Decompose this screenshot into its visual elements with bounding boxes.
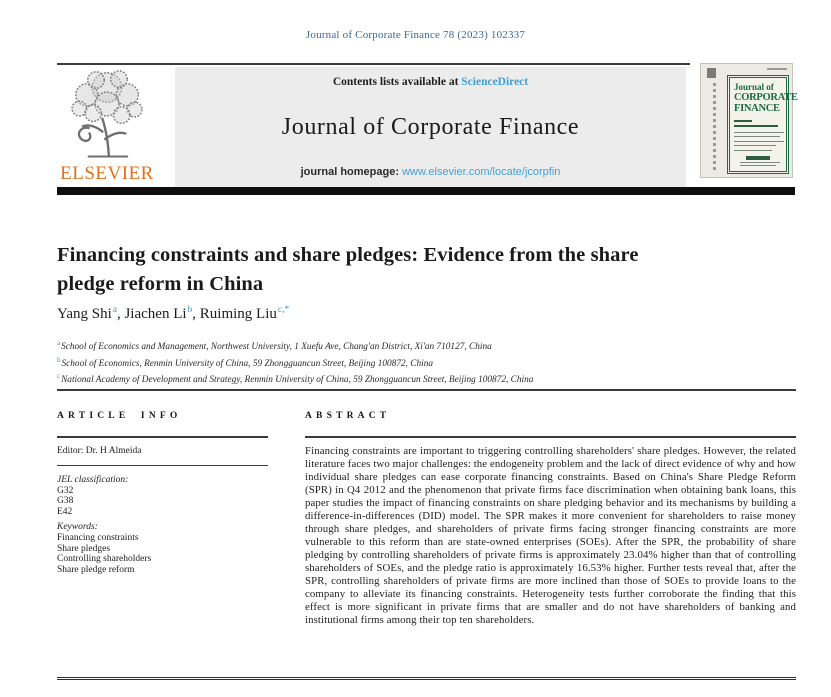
sciencedirect-link[interactable]: ScienceDirect bbox=[461, 76, 529, 88]
homepage-url-link[interactable]: www.elsevier.com/locate/jcorpfin bbox=[402, 166, 561, 178]
article-title-line2: pledge reform in China bbox=[57, 272, 264, 295]
author-separator: , bbox=[192, 306, 200, 322]
keyword: Financing constraints bbox=[57, 532, 139, 543]
cover-decor-line bbox=[734, 120, 752, 122]
cover-footer-logo bbox=[740, 154, 780, 166]
cover-decor-line bbox=[734, 150, 772, 151]
cover-issue-text bbox=[767, 68, 787, 70]
homepage-label: journal homepage: bbox=[300, 166, 399, 178]
article-title: Financing constraints and share pledges:… bbox=[57, 241, 767, 298]
cover-vertical-spine-text bbox=[713, 82, 716, 170]
abstract-rule bbox=[305, 436, 796, 438]
cover-decor-line bbox=[734, 125, 778, 127]
cover-decor-line bbox=[740, 165, 776, 166]
journal-title: Journal of Corporate Finance bbox=[281, 113, 580, 140]
journal-banner: Contents lists available at ScienceDirec… bbox=[175, 67, 686, 190]
cover-title-box-inner: Journal of CORPORATE FINANCE bbox=[729, 77, 798, 172]
affiliation-text: School of Economics, Renmin University o… bbox=[61, 358, 434, 369]
author-affil-sup: b bbox=[187, 305, 193, 315]
elsevier-logo: ELSEVIER bbox=[57, 67, 157, 189]
journal-cover-thumbnail: Journal of CORPORATE FINANCE bbox=[700, 63, 798, 178]
author: Jiachen Lib, bbox=[124, 305, 200, 322]
author-name: Ruiming Liu bbox=[199, 306, 277, 322]
author: Ruiming Liuc,* bbox=[199, 305, 290, 322]
editor-rule bbox=[57, 464, 268, 466]
article-info-column: ARTICLE INFO Editor: Dr. H Almeida JEL c… bbox=[57, 410, 268, 576]
article-title-line1: Financing constraints and share pledges:… bbox=[57, 244, 639, 266]
author-separator: , bbox=[116, 306, 125, 322]
author-affil-sup: a bbox=[112, 305, 117, 315]
cover-footer-box bbox=[746, 156, 770, 160]
cover-decor-line bbox=[734, 145, 776, 146]
jel-code: G38 bbox=[57, 496, 74, 507]
author: Yang Shia, bbox=[57, 305, 125, 322]
abstract-text: Financing constraints are important to t… bbox=[305, 445, 796, 626]
contents-line: Contents lists available at ScienceDirec… bbox=[333, 76, 528, 88]
affiliation-line: bSchool of Economics, Renmin University … bbox=[57, 354, 533, 371]
cover-title-line3: FINANCE bbox=[734, 103, 780, 114]
author-affil-sup: c,* bbox=[277, 305, 290, 315]
jel-code: G32 bbox=[57, 485, 74, 496]
cover-barcode-block bbox=[707, 68, 716, 78]
article-info-rule bbox=[57, 436, 268, 438]
author-name: Yang Shi bbox=[57, 306, 112, 322]
affiliation-line: cNational Academy of Development and Str… bbox=[57, 370, 533, 387]
cover-decor-line bbox=[734, 141, 784, 142]
cover-title-box: Journal of CORPORATE FINANCE bbox=[727, 75, 798, 174]
abstract-heading: ABSTRACT bbox=[305, 411, 391, 421]
jel-code: E42 bbox=[57, 507, 73, 518]
affiliations: aSchool of Economics and Management, Nor… bbox=[57, 337, 533, 387]
author-name: Jiachen Li bbox=[124, 306, 187, 322]
keyword: Share pledge reform bbox=[57, 565, 135, 576]
banner-bottom-bar bbox=[57, 187, 795, 195]
affiliation-sup: c bbox=[57, 372, 61, 381]
keywords-label: Keywords: bbox=[57, 521, 98, 532]
affiliation-text: School of Economics and Management, Nort… bbox=[61, 342, 492, 353]
abstract-column: ABSTRACT Financing constraints are impor… bbox=[305, 410, 796, 627]
cover-decor-line bbox=[734, 132, 784, 133]
abstract-bottom-double-rule bbox=[57, 677, 796, 680]
homepage-line: journal homepage: www.elsevier.com/locat… bbox=[301, 166, 561, 178]
contents-prefix: Contents lists available at bbox=[332, 76, 459, 88]
banner-top-rule bbox=[57, 63, 690, 65]
info-section-top-rule bbox=[57, 389, 796, 391]
cover-decor-line bbox=[734, 136, 780, 137]
jel-label: JEL classification: bbox=[57, 474, 129, 485]
cover-title-line1: Journal of bbox=[734, 82, 774, 92]
elsevier-wordmark: ELSEVIER bbox=[60, 163, 154, 184]
author-list: Yang Shia, Jiachen Lib, Ruiming Liuc,* bbox=[57, 305, 289, 323]
cover-decor-line bbox=[740, 162, 780, 163]
cover-title-line2: CORPORATE bbox=[734, 92, 798, 103]
editor-line: Editor: Dr. H Almeida bbox=[57, 446, 142, 456]
article-info-heading: ARTICLE INFO bbox=[57, 411, 182, 421]
keyword: Controlling shareholders bbox=[57, 554, 152, 565]
affiliation-sup: b bbox=[57, 355, 61, 364]
affiliation-line: aSchool of Economics and Management, Nor… bbox=[57, 337, 533, 354]
keyword: Share pledges bbox=[57, 543, 111, 554]
elsevier-tree-icon bbox=[71, 70, 143, 158]
journal-citation: Journal of Corporate Finance 78 (2023) 1… bbox=[305, 29, 526, 41]
affiliation-sup: a bbox=[57, 339, 61, 347]
affiliation-text: National Academy of Development and Stra… bbox=[61, 375, 534, 386]
